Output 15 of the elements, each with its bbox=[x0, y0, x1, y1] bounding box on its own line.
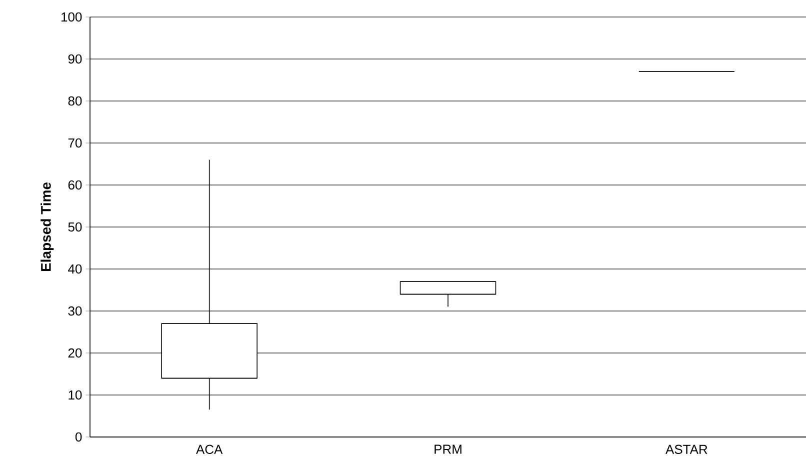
y-tick-label: 100 bbox=[62, 12, 82, 22]
y-tick-label: 90 bbox=[68, 54, 82, 64]
y-tick-label: 80 bbox=[68, 96, 82, 106]
x-tick-label: ASTAR bbox=[666, 444, 708, 454]
y-tick-label: 60 bbox=[68, 180, 82, 190]
y-tick-label: 0 bbox=[75, 432, 82, 442]
x-tick-label: ACA bbox=[196, 444, 223, 454]
y-tick-label: 10 bbox=[68, 390, 82, 400]
y-tick-label: 20 bbox=[68, 348, 82, 358]
y-tick-label: 50 bbox=[68, 222, 82, 232]
x-tick-label: PRM bbox=[434, 444, 462, 454]
y-tick-label: 40 bbox=[68, 264, 82, 274]
y-axis-title: Elapsed Time bbox=[40, 182, 54, 272]
y-tick-label: 70 bbox=[68, 138, 82, 148]
y-tick-label: 30 bbox=[68, 306, 82, 316]
